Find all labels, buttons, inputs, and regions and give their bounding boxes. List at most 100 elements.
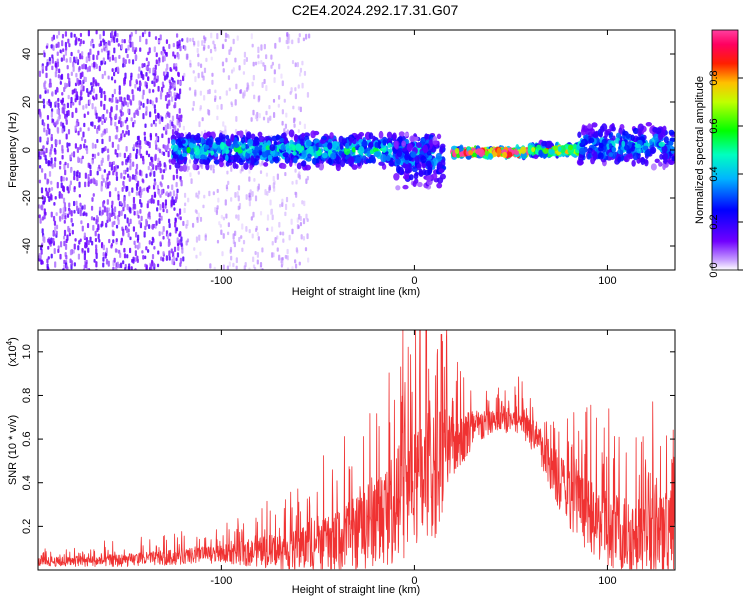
colorbar: 0.00.20.40.60.8 Normalized spectral ampl… bbox=[694, 29, 743, 278]
spectrogram-cell bbox=[98, 65, 101, 72]
spectrogram-cell bbox=[276, 173, 279, 180]
spectrogram-cell bbox=[156, 263, 160, 268]
spectrogram-cell bbox=[439, 147, 444, 155]
spectrogram-cell bbox=[321, 152, 328, 159]
spectrogram-cell bbox=[298, 174, 301, 180]
spectrogram-cell bbox=[259, 162, 262, 167]
spectrogram-cell bbox=[78, 100, 81, 106]
spectrogram-cell bbox=[299, 215, 302, 222]
spectrogram-cell bbox=[248, 229, 251, 234]
spectrogram-cell bbox=[155, 97, 158, 103]
spectrogram-cell bbox=[57, 30, 61, 36]
spectrogram-cell bbox=[281, 231, 285, 236]
spectrogram-cell bbox=[195, 209, 198, 215]
spectrogram-cell bbox=[68, 184, 71, 191]
spectrogram-cell bbox=[233, 143, 240, 149]
spectrogram-cell bbox=[395, 158, 401, 165]
snr-ytick-label: 0.2 bbox=[21, 519, 33, 534]
spectrogram-cell bbox=[164, 199, 168, 206]
spectrogram-cell bbox=[175, 62, 178, 68]
spectrogram-cell bbox=[63, 259, 66, 265]
spectrogram-cell bbox=[132, 46, 135, 51]
spectrogram-cell bbox=[176, 128, 180, 132]
spectrogram-cell bbox=[90, 178, 93, 184]
spectrogram-cell bbox=[252, 109, 255, 116]
spectrogram-cell bbox=[661, 144, 668, 154]
spectrogram-cell bbox=[103, 103, 106, 111]
spectrogram-cell bbox=[87, 127, 90, 132]
spectrogram-cell bbox=[579, 147, 586, 155]
spectrogram-cell bbox=[56, 181, 59, 189]
snr-frame bbox=[37, 329, 676, 571]
spectrogram-cell bbox=[303, 132, 311, 138]
spectrogram-cell bbox=[386, 131, 393, 139]
spectrogram-cell bbox=[64, 46, 68, 52]
spectrogram-cell bbox=[127, 222, 131, 227]
spectrogram-cell bbox=[168, 148, 171, 152]
spectrogram-cell bbox=[100, 180, 103, 187]
spectrogram-cell bbox=[91, 197, 94, 202]
spectrogram-cell bbox=[51, 164, 54, 169]
spectrogram-cell bbox=[424, 133, 429, 140]
snr-series-line bbox=[38, 330, 675, 570]
spectrogram-cell bbox=[163, 144, 167, 150]
spectrogram-cell bbox=[94, 106, 97, 112]
spectrogram-cell bbox=[131, 174, 135, 180]
spectrogram-cell bbox=[260, 44, 263, 51]
spectrogram-cell bbox=[50, 133, 53, 141]
spectrogram-cell bbox=[114, 248, 118, 253]
spectrogram-cell bbox=[62, 48, 65, 53]
spectrogram-cell bbox=[50, 111, 53, 118]
spectrogram-cell bbox=[389, 160, 395, 167]
spectrogram-cell bbox=[66, 142, 69, 149]
spectrogram-cell bbox=[230, 166, 233, 172]
spectrogram-cell bbox=[113, 88, 116, 95]
spectrogram-cell bbox=[158, 148, 162, 154]
spectrogram-cell bbox=[212, 144, 218, 149]
spectrogram-cell bbox=[183, 72, 186, 78]
spectrogram-cell bbox=[95, 63, 98, 69]
spectrogram-cell bbox=[181, 38, 184, 42]
spectrogram-cell bbox=[97, 82, 100, 87]
spectrogram-cell bbox=[124, 72, 127, 79]
spectrogram-cell bbox=[178, 208, 182, 215]
spectrogram-cell bbox=[50, 157, 53, 164]
spectrogram-cell bbox=[348, 156, 355, 165]
spectrogram-cell bbox=[164, 95, 168, 102]
spectrogram-cell bbox=[121, 38, 124, 44]
spectrogram-cell bbox=[123, 133, 126, 138]
spectrogram-cell bbox=[122, 206, 125, 212]
spectrogram-cell bbox=[134, 54, 137, 61]
spectrogram-cell bbox=[135, 191, 139, 196]
spectrogram-cell bbox=[74, 98, 77, 103]
spectrogram-cell bbox=[507, 151, 513, 158]
spectrogram-cell bbox=[101, 120, 104, 126]
spectrogram-cell bbox=[174, 125, 177, 131]
spectrogram-cell bbox=[49, 269, 51, 270]
spectrogram-cell bbox=[513, 149, 518, 155]
spectrogram-cell bbox=[69, 168, 73, 174]
spectrogram-cell bbox=[78, 66, 81, 71]
spectrogram-cell bbox=[51, 57, 54, 64]
spectrogram-cell bbox=[179, 80, 182, 86]
spectrogram-cell bbox=[201, 40, 204, 47]
spectrogram-cell bbox=[127, 95, 131, 101]
spectrogram-cell bbox=[151, 160, 154, 168]
spectrogram-cell bbox=[207, 44, 210, 49]
spectrogram-cell bbox=[104, 145, 107, 152]
spectrogram-cell bbox=[149, 161, 152, 167]
spectrogram-cell bbox=[241, 223, 244, 230]
spectrogram-cell bbox=[82, 85, 85, 92]
spectrogram-cell bbox=[599, 125, 605, 133]
spectrogram-cell bbox=[54, 71, 57, 78]
spectrogram-cell bbox=[222, 68, 225, 73]
spectrogram-cell bbox=[156, 184, 159, 190]
spectrogram-cell bbox=[203, 194, 206, 199]
spectrogram-cell bbox=[176, 93, 179, 99]
spectrogram-cell bbox=[60, 175, 63, 182]
spectrogram-cell bbox=[54, 261, 57, 268]
spectrogram-cell bbox=[382, 139, 387, 146]
spectrogram-cell bbox=[227, 231, 230, 236]
spectrogram-cell bbox=[263, 162, 269, 167]
spectrogram-cell bbox=[279, 231, 282, 236]
